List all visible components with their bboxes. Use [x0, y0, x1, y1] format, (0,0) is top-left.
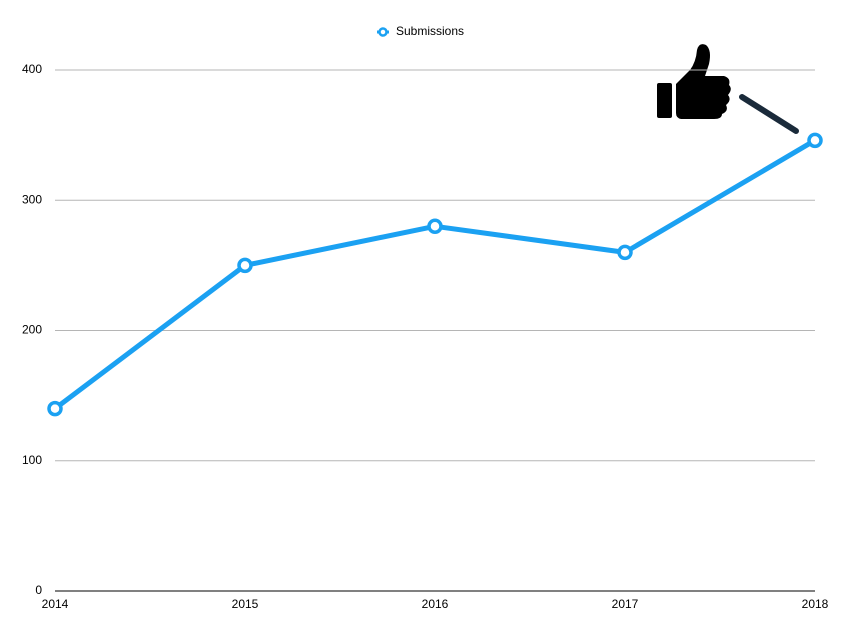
x-tick-label: 2014: [42, 597, 69, 611]
y-tick-label: 300: [22, 192, 42, 206]
point: [47, 400, 63, 417]
y-tick-label: 0: [35, 583, 42, 597]
line: [53, 138, 817, 411]
thumbs-up-icon: [657, 44, 731, 119]
x-tick-label: 2016: [422, 597, 449, 611]
x-tick-label: 2018: [802, 597, 829, 611]
pointer-line: [739, 94, 799, 134]
y-tick-label: 100: [22, 453, 42, 467]
point: [427, 218, 443, 235]
point: [807, 132, 823, 149]
legend-marker: [378, 27, 388, 37]
point: [237, 257, 253, 274]
point: [617, 244, 633, 261]
x-tick-label: 2015: [232, 597, 259, 611]
y-tick-label: 200: [22, 323, 42, 337]
x-tick-label: 2017: [612, 597, 639, 611]
legend-label: Submissions: [396, 24, 464, 38]
y-tick-label: 400: [22, 62, 42, 76]
